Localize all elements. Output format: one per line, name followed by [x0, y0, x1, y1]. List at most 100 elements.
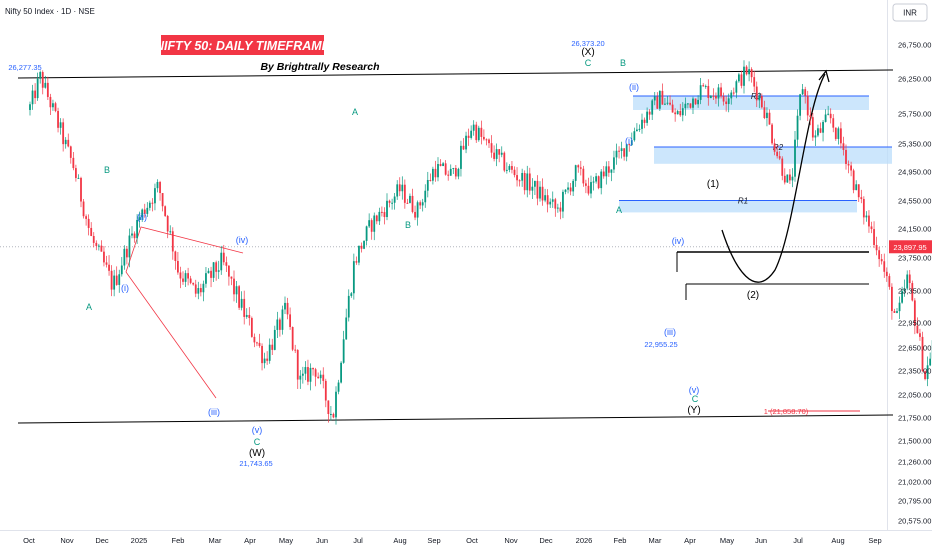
candle-up [638, 128, 641, 130]
candle-up [401, 184, 404, 192]
time-axis: Oct Nov Dec 2025 Feb Mar Apr May Jun Jul Aug Sep Oct… [23, 536, 882, 545]
candle-up [676, 110, 679, 115]
candle-up [396, 184, 399, 197]
candle-up [29, 104, 31, 110]
candle-up [827, 113, 830, 115]
candle-down [215, 262, 218, 272]
candle-down [891, 286, 893, 312]
candle-down [314, 369, 317, 377]
candle-up [113, 275, 116, 290]
candle-down [516, 175, 518, 181]
candle-down [745, 66, 748, 75]
candle-down [54, 103, 57, 111]
candle-up [526, 173, 529, 191]
candle-down [750, 69, 753, 78]
candle-down [498, 149, 501, 155]
candle-down [536, 180, 539, 199]
candle-down [694, 98, 697, 105]
candle-down [623, 148, 626, 157]
candle-up [605, 166, 608, 177]
currency-label: INR [903, 9, 917, 18]
candle-down [513, 169, 516, 176]
candle-down [493, 152, 495, 159]
x-tick-label: Jun [755, 536, 767, 545]
candle-down [110, 270, 113, 290]
candle-up [697, 99, 699, 105]
candle-down [296, 350, 299, 380]
candle-down [911, 283, 914, 301]
candle-up [52, 103, 54, 108]
triangle-upper-line [125, 226, 244, 273]
candle-up [340, 362, 342, 383]
y-tick-label: 26,250.00 [898, 75, 931, 84]
candle-up [556, 207, 559, 209]
candle-down [789, 174, 791, 181]
candle-up [748, 69, 750, 75]
candle-down [95, 242, 98, 246]
candle-up [184, 273, 187, 282]
wave-label: C [254, 437, 261, 447]
candle-up [738, 74, 740, 82]
candle-up [817, 128, 819, 136]
wave-label: A [352, 107, 358, 117]
candle-down [597, 176, 600, 189]
candle-down [569, 187, 572, 192]
x-tick-label: Apr [684, 536, 696, 545]
candle-up [794, 139, 796, 177]
candle-up [146, 207, 149, 214]
currency-button[interactable]: INR [892, 3, 928, 22]
candle-down [312, 367, 314, 370]
candle-up [449, 168, 452, 176]
candle-down [75, 168, 77, 178]
candle-up [495, 149, 498, 159]
candle-up [154, 188, 156, 204]
zone-r2 [654, 147, 892, 164]
candle-down [669, 102, 671, 105]
x-tick-label: Mar [209, 536, 222, 545]
candle-up [822, 121, 824, 133]
candle-up [653, 96, 656, 101]
candle-down [768, 112, 771, 125]
candle-down [80, 177, 82, 202]
candle-down [179, 272, 182, 279]
candle-down [809, 115, 812, 118]
candle-down [602, 171, 605, 177]
candle-up [730, 92, 733, 99]
candle-down [760, 96, 763, 108]
candle-down [375, 215, 378, 222]
candle-down [845, 149, 847, 164]
candle-down [707, 85, 710, 99]
candle-up [901, 291, 903, 303]
candle-down [883, 261, 886, 272]
candle-up [358, 245, 360, 263]
candle-up [564, 189, 567, 192]
x-tick-label: May [720, 536, 734, 545]
candle-down [444, 163, 447, 175]
candle-up [500, 152, 503, 155]
candle-up [574, 165, 577, 181]
candle-up [77, 177, 80, 179]
candle-up [319, 374, 322, 379]
candle-down [243, 298, 246, 317]
candle-up [284, 302, 286, 310]
y-tick-label: 25,750.00 [898, 110, 931, 119]
candle-down [888, 276, 891, 287]
y-tick-label: 26,750.00 [898, 41, 931, 50]
candle-down [177, 260, 179, 273]
candle-down [279, 319, 281, 330]
x-tick-label: Aug [393, 536, 406, 545]
y-tick-label: 21,020.00 [898, 478, 931, 487]
candle-up [687, 103, 689, 105]
candle-up [263, 358, 266, 364]
candle-up [855, 184, 858, 191]
candle-down [324, 380, 327, 401]
candle-up [613, 157, 615, 170]
candle-down [467, 135, 470, 138]
candle-up [572, 180, 575, 192]
y-tick-label: 24,150.00 [898, 225, 931, 234]
candle-down [62, 122, 65, 145]
zone-r3 [633, 96, 869, 110]
candle-down [34, 90, 36, 99]
candle-down [82, 201, 85, 217]
